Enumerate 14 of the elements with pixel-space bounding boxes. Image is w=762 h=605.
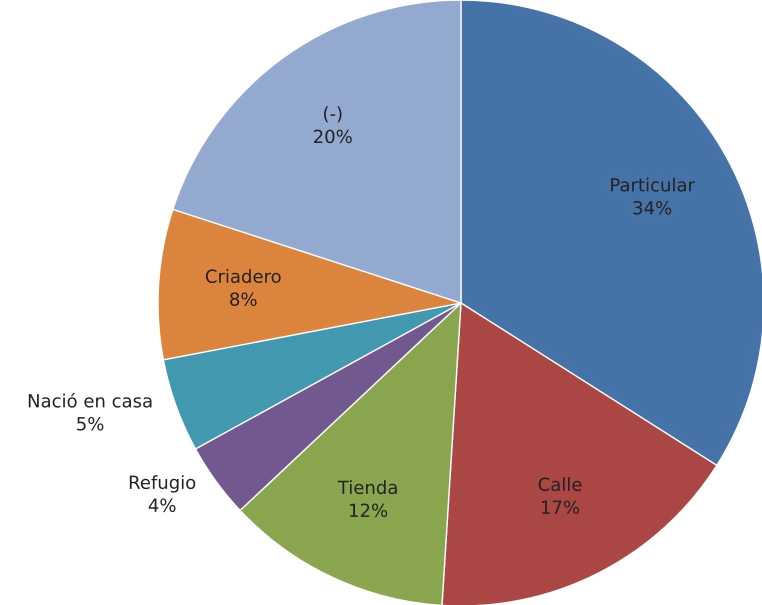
data-label: 8% — [230, 292, 257, 306]
slice-label: Nació en casa — [28, 392, 152, 408]
slice-label: Particular — [611, 178, 695, 192]
slice-label: (-) — [324, 106, 342, 122]
data-label: 5% — [77, 416, 104, 431]
slice-label: Tienda — [338, 480, 397, 494]
slice-label: Calle — [538, 477, 582, 492]
data-label: 4% — [148, 498, 176, 512]
slice-label: Refugio — [130, 475, 196, 493]
slice-label: Criadero — [206, 269, 281, 284]
data-label: 12% — [350, 503, 388, 518]
data-label: 17% — [542, 500, 580, 514]
data-label: 20% — [314, 130, 352, 144]
data-label: 34% — [633, 200, 672, 215]
